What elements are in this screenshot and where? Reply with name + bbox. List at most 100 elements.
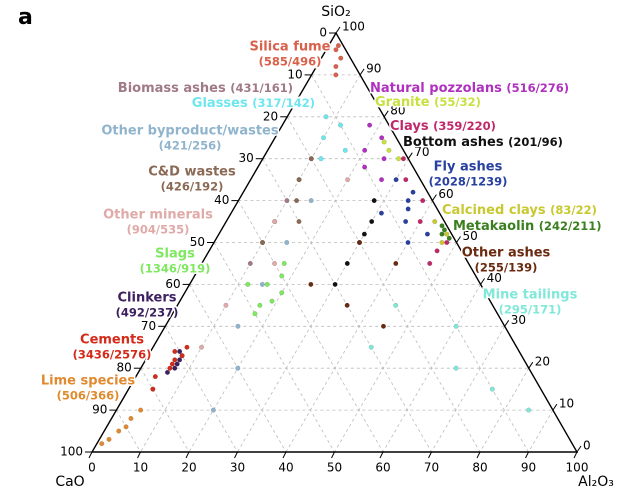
top-axis-label: SiO₂ xyxy=(321,4,350,20)
right-tick-label: 60 xyxy=(438,187,453,201)
grid-line xyxy=(116,409,141,453)
left-axis-label: CaO xyxy=(55,474,84,490)
legend-count: (2028/1239) xyxy=(429,175,508,189)
legend-entry: Clays (359/220) xyxy=(389,117,498,135)
bottom-tick-label: 40 xyxy=(278,461,293,475)
right-tick xyxy=(431,194,437,201)
data-point xyxy=(345,177,351,183)
data-point xyxy=(279,290,285,296)
data-point xyxy=(184,344,190,350)
bottom-tick xyxy=(282,451,287,459)
legend-label: Slags xyxy=(155,247,195,262)
legend-entry: Cements(3436/2576) xyxy=(71,331,153,363)
legend-entry: Natural pozzolans (516/276) xyxy=(369,79,571,97)
legend-name: Calcined clays xyxy=(442,203,546,218)
legend-label: Glasses (317/142) xyxy=(192,96,315,111)
data-point xyxy=(342,147,348,153)
legend-label: Other byproduct/wastes xyxy=(101,124,278,139)
left-tick-label: 20 xyxy=(263,109,278,123)
legend-entry: Biomass ashes (431/161) xyxy=(116,79,294,97)
data-point xyxy=(264,281,270,287)
legend-count: (3436/2576) xyxy=(73,348,152,362)
data-point xyxy=(294,198,300,204)
data-point xyxy=(405,206,411,212)
data-point xyxy=(393,177,399,183)
data-point xyxy=(526,407,532,413)
right-tick xyxy=(456,236,461,243)
data-point xyxy=(318,156,324,162)
data-point xyxy=(335,43,341,49)
data-point xyxy=(338,55,344,61)
data-point xyxy=(284,239,290,245)
data-point xyxy=(260,239,266,245)
data-point xyxy=(393,302,399,308)
data-point xyxy=(369,219,375,225)
right-tick xyxy=(504,320,510,327)
data-point xyxy=(333,64,339,70)
legend-name: Granite xyxy=(375,95,430,110)
grid-line xyxy=(140,368,190,453)
legend-count: (421/256) xyxy=(159,139,222,153)
data-point xyxy=(441,227,447,233)
data-point xyxy=(179,353,185,359)
bottom-tick-label: 70 xyxy=(424,461,439,475)
data-point xyxy=(169,361,175,367)
legend-name: Natural pozzolans xyxy=(370,81,502,96)
data-point xyxy=(410,189,416,195)
grid-line xyxy=(238,200,384,453)
data-point xyxy=(174,361,180,367)
grid-line xyxy=(164,326,238,453)
data-point xyxy=(378,210,384,216)
legend-label: Clinkers xyxy=(118,291,177,306)
data-point xyxy=(434,248,440,254)
legend-count: (242/211) xyxy=(539,219,602,233)
data-point xyxy=(284,198,290,204)
data-point xyxy=(252,311,258,317)
data-point xyxy=(453,323,459,329)
grid-line xyxy=(334,242,457,453)
data-point xyxy=(405,198,411,204)
data-point xyxy=(424,231,430,237)
right-tick-label: 100 xyxy=(342,20,365,34)
legend-label: Fly ashes xyxy=(434,160,503,175)
data-point xyxy=(235,323,241,329)
data-point xyxy=(381,139,387,145)
legend-entry: Calcined clays (83/22) xyxy=(441,201,599,219)
legend-label: Cements xyxy=(80,333,144,348)
right-tick-label: 70 xyxy=(414,145,429,159)
grid-line xyxy=(285,200,433,453)
data-point xyxy=(380,323,386,329)
legend-label: Calcined clays (83/22) xyxy=(442,203,597,218)
legend-entry: C&D wastes(426/192) xyxy=(147,163,238,195)
data-point xyxy=(152,374,158,380)
legend-entry: Mine tailings(295/171) xyxy=(481,286,579,318)
legend-entry: Other byproduct/wastes(421/256) xyxy=(100,122,280,154)
bottom-tick-label: 10 xyxy=(133,461,148,475)
legend-count: (585/496) xyxy=(259,55,322,69)
panel-label: a xyxy=(18,5,33,30)
data-point xyxy=(367,122,373,128)
legend-entry: Lime species(506/366) xyxy=(39,372,136,404)
data-point xyxy=(123,424,129,430)
data-point xyxy=(403,219,409,225)
data-point xyxy=(247,260,253,266)
grid-line xyxy=(213,242,335,453)
data-point xyxy=(333,72,339,78)
data-point xyxy=(210,407,216,413)
left-tick-label: 30 xyxy=(239,151,254,165)
data-point xyxy=(393,260,399,266)
legend-count: (317/142) xyxy=(252,96,315,110)
left-tick-label: 50 xyxy=(190,235,205,249)
legend-count: (1346/919) xyxy=(140,262,211,276)
data-point xyxy=(368,344,374,350)
bottom-tick xyxy=(379,451,384,459)
legend-entry: Slags(1346/919) xyxy=(138,245,212,277)
bottom-tick xyxy=(476,451,481,459)
data-point xyxy=(381,156,387,162)
right-tick xyxy=(528,361,534,369)
data-point xyxy=(308,156,314,162)
legend-label: Mine tailings xyxy=(483,288,578,303)
data-point xyxy=(344,302,350,308)
bottom-tick xyxy=(137,451,141,459)
